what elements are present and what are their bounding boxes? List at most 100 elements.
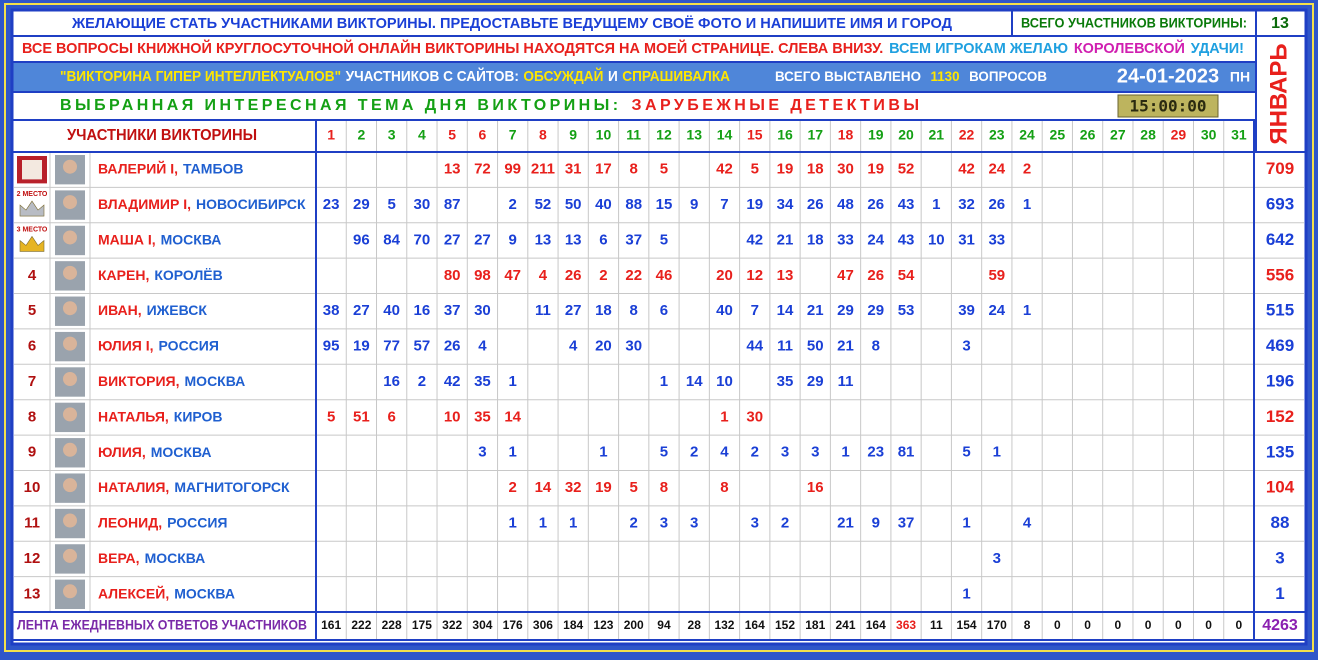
score: 29 bbox=[807, 373, 824, 390]
score: 30 bbox=[414, 196, 431, 213]
day-total: 184 bbox=[563, 618, 583, 632]
avatar-face bbox=[63, 478, 77, 493]
score: 16 bbox=[414, 302, 431, 319]
day-total: 200 bbox=[624, 618, 644, 632]
day-total: 28 bbox=[688, 618, 702, 632]
score: 50 bbox=[807, 338, 824, 355]
score: 43 bbox=[898, 196, 915, 213]
day-total: 0 bbox=[1236, 618, 1243, 632]
day-header: 5 bbox=[448, 127, 456, 143]
day-header: 4 bbox=[418, 127, 426, 143]
row-total: 469 bbox=[1266, 336, 1294, 355]
score: 33 bbox=[837, 231, 854, 248]
score: 30 bbox=[746, 408, 763, 425]
score: 1 bbox=[1023, 302, 1031, 319]
score: 3 bbox=[751, 515, 759, 532]
info-band bbox=[12, 62, 1256, 92]
score: 2 bbox=[599, 267, 607, 284]
participant-city: РОССИЯ bbox=[159, 337, 219, 353]
row-total: 104 bbox=[1266, 478, 1295, 497]
score: 32 bbox=[565, 479, 582, 496]
score: 39 bbox=[958, 302, 975, 319]
score: 10 bbox=[716, 373, 733, 390]
row-total: 709 bbox=[1266, 159, 1294, 178]
score: 24 bbox=[988, 161, 1005, 178]
score: 1 bbox=[962, 515, 970, 532]
participant: ВЕРА, МОСКВА bbox=[98, 550, 205, 566]
score: 1 bbox=[932, 196, 940, 213]
day-total: 322 bbox=[442, 618, 462, 632]
day-header: 1 bbox=[327, 127, 335, 143]
day-header: 9 bbox=[569, 127, 577, 143]
score: 35 bbox=[474, 373, 491, 390]
score: 52 bbox=[898, 161, 915, 178]
participant-name: КАРЕН, bbox=[98, 267, 149, 283]
score: 29 bbox=[867, 302, 884, 319]
participant: НАТАЛЬЯ, КИРОВ bbox=[98, 408, 223, 424]
score: 34 bbox=[777, 196, 794, 213]
place: 9 bbox=[28, 444, 36, 461]
score: 35 bbox=[777, 373, 794, 390]
score: 5 bbox=[327, 408, 335, 425]
avatar-face bbox=[63, 407, 77, 422]
score: 31 bbox=[958, 231, 975, 248]
day-total: 154 bbox=[957, 618, 977, 632]
score: 1 bbox=[599, 444, 607, 461]
score: 31 bbox=[565, 161, 582, 178]
participant-city: МОСКВА bbox=[185, 373, 246, 389]
score: 19 bbox=[353, 338, 370, 355]
sites-part: ОБСУЖДАЙ bbox=[523, 67, 603, 85]
day-total: 0 bbox=[1205, 618, 1212, 632]
weekday: ПН bbox=[1230, 69, 1250, 85]
day-header: 3 bbox=[388, 127, 396, 143]
score: 23 bbox=[323, 196, 340, 213]
place: 11 bbox=[24, 515, 40, 532]
score: 9 bbox=[872, 515, 880, 532]
score: 51 bbox=[353, 408, 370, 425]
score: 30 bbox=[474, 302, 491, 319]
row-total: 642 bbox=[1266, 230, 1294, 249]
score: 38 bbox=[323, 302, 340, 319]
score: 5 bbox=[660, 231, 668, 248]
score: 7 bbox=[751, 302, 759, 319]
score: 2 bbox=[690, 444, 698, 461]
score: 24 bbox=[988, 302, 1005, 319]
avatar-face bbox=[63, 513, 77, 528]
header-line2-part: ВСЕ ВОПРОСЫ КНИЖНОЙ КРУГЛОСУТОЧНОЙ ОНЛАЙ… bbox=[22, 39, 883, 57]
score: 5 bbox=[962, 444, 970, 461]
score: 3 bbox=[962, 338, 970, 355]
topic-label: ВЫБРАННАЯ ИНТЕРЕСНАЯ ТЕМА ДНЯ ВИКТОРИНЫ: bbox=[60, 97, 621, 114]
score: 8 bbox=[720, 479, 728, 496]
header-line2-part: УДАЧИ! bbox=[1191, 40, 1244, 57]
avatar-face bbox=[63, 442, 77, 457]
score: 1 bbox=[962, 585, 970, 602]
day-header: 10 bbox=[596, 127, 612, 143]
score: 23 bbox=[867, 444, 884, 461]
score: 3 bbox=[993, 550, 1001, 567]
day-total: 176 bbox=[503, 618, 523, 632]
score: 29 bbox=[837, 302, 854, 319]
participant: КАРЕН, КОРОЛЁВ bbox=[98, 267, 223, 283]
day-header: 27 bbox=[1110, 127, 1126, 143]
participant-name: МАША I, bbox=[98, 231, 156, 247]
score: 40 bbox=[595, 196, 612, 213]
score: 1 bbox=[720, 408, 728, 425]
day-header: 31 bbox=[1231, 127, 1247, 143]
board-bg bbox=[12, 10, 1306, 644]
participant-city: ИЖЕВСК bbox=[147, 302, 208, 318]
day-total: 94 bbox=[657, 618, 671, 632]
participant: МАША I, МОСКВА bbox=[98, 231, 221, 247]
score: 19 bbox=[746, 196, 763, 213]
sites-part: И bbox=[608, 68, 618, 85]
participant-name: ВАЛЕРИЙ I, bbox=[98, 159, 178, 176]
score: 30 bbox=[837, 161, 854, 178]
header-line2-part: КОРОЛЕВСКОЙ bbox=[1074, 39, 1185, 57]
score: 32 bbox=[958, 196, 975, 213]
score: 26 bbox=[988, 196, 1005, 213]
day-total: 0 bbox=[1084, 618, 1091, 632]
score: 2 bbox=[751, 444, 759, 461]
score: 7 bbox=[720, 196, 728, 213]
score: 26 bbox=[867, 196, 884, 213]
day-header: 29 bbox=[1171, 127, 1187, 143]
row-total: 515 bbox=[1266, 301, 1294, 320]
